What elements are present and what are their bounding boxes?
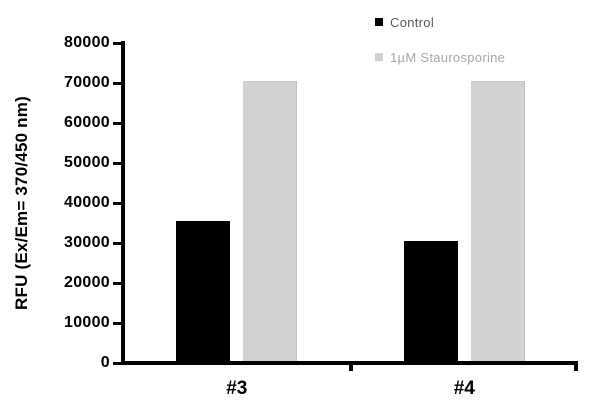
y-axis-tick [113, 41, 122, 45]
x-axis-tick [574, 365, 578, 371]
x-axis-tick [349, 365, 353, 371]
bar-control-3 [176, 221, 231, 361]
y-axis-tick [113, 81, 122, 85]
legend-row: Control [375, 14, 505, 30]
y-axis-tick-label: 40000 [64, 194, 110, 211]
y-axis-tick-label: 80000 [64, 34, 110, 51]
y-axis-tick [113, 361, 122, 365]
y-axis-tick [113, 321, 122, 325]
bar-1-m-staurosporine-3 [243, 81, 298, 361]
legend-label: Control [390, 14, 435, 30]
legend: Control 1µM Staurosporine [375, 14, 505, 84]
x-category-label: #3 [226, 378, 248, 399]
y-axis-tick [113, 241, 122, 245]
y-axis-line [121, 41, 125, 365]
legend-row: 1µM Staurosporine [375, 49, 505, 65]
y-axis-tick-label: 50000 [64, 154, 110, 171]
legend-label: 1µM Staurosporine [390, 49, 506, 65]
legend-swatch-icon [375, 18, 383, 26]
y-axis-tick-label: 0 [100, 354, 110, 371]
y-axis-tick [113, 161, 122, 165]
y-axis-tick [113, 281, 122, 285]
bar-control-4 [403, 241, 458, 361]
x-category-label: #4 [453, 378, 475, 399]
y-axis-tick-label: 20000 [64, 274, 110, 291]
legend-swatch-icon [375, 53, 383, 61]
y-axis-tick-label: 30000 [64, 234, 110, 251]
y-axis-tick [113, 121, 122, 125]
y-axis-tick-label: 10000 [64, 314, 110, 331]
x-axis-line [121, 361, 578, 365]
y-axis-tick [113, 201, 122, 205]
y-axis-tick-label: 70000 [64, 74, 110, 91]
bar-1-m-staurosporine-4 [470, 81, 525, 361]
y-axis-tick-label: 60000 [64, 114, 110, 131]
